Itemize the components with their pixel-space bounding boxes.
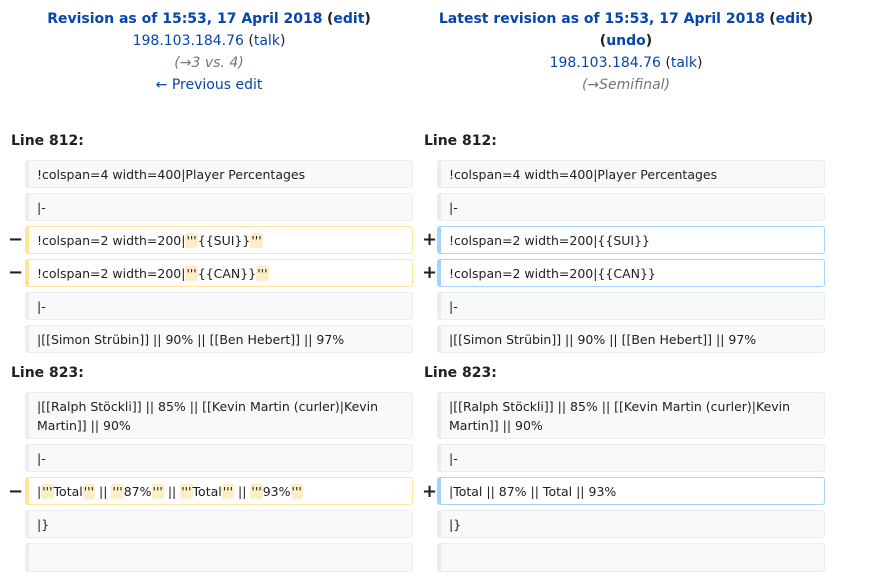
old-revision-talk-link[interactable]: talk <box>253 33 280 49</box>
deleted-line: !colspan=2 width=200|'''{{CAN}}''' <box>25 259 413 287</box>
previous-edit-link[interactable]: ← Previous edit <box>155 77 263 93</box>
new-revision-title-link[interactable]: Latest revision as of 15:53, 17 April 20… <box>438 11 765 27</box>
new-context-line: |} <box>437 510 825 538</box>
old-context-line: |[[Simon Strübin]] || 90% || [[Ben Heber… <box>25 325 413 353</box>
new-revision-user-link[interactable]: 198.103.184.76 <box>549 55 661 71</box>
old-context-line: |} <box>25 510 413 538</box>
new-context-line: |[[Simon Strübin]] || 90% || [[Ben Heber… <box>437 325 825 353</box>
deleted-markup-highlight: ''' <box>151 484 164 499</box>
deleted-markup-highlight: ''' <box>250 233 263 248</box>
added-line: !colspan=2 width=200|{{SUI}} <box>437 226 825 254</box>
deleted-markup-highlight: ''' <box>82 484 96 499</box>
old-context-line: |[[Ralph Stöckli]] || 85% || [[Kevin Mar… <box>25 392 413 439</box>
old-line-number: Line 812: <box>11 133 84 149</box>
old-context-line: !colspan=4 width=400|Player Percentages <box>25 160 413 188</box>
new-summary-text: Semifinal <box>599 77 665 93</box>
old-context-line: |- <box>25 292 413 320</box>
new-context-line: |- <box>437 292 825 320</box>
deleted-markup-highlight: ''' <box>111 484 124 499</box>
old-summary-arrow-link[interactable]: → <box>179 55 192 71</box>
new-context-line: !colspan=4 width=400|Player Percentages <box>437 160 825 188</box>
added-line: |Total || 87% || Total || 93% <box>437 477 825 505</box>
added-line: !colspan=2 width=200|{{CAN}} <box>437 259 825 287</box>
added-line-marker: + <box>422 481 438 502</box>
new-context-line: |- <box>437 444 825 472</box>
old-context-line: |- <box>25 444 413 472</box>
deleted-markup-highlight: ''' <box>185 266 198 281</box>
deleted-markup-highlight: ''' <box>180 484 193 499</box>
added-line-marker: + <box>422 262 438 283</box>
deleted-markup-highlight: ''' <box>250 484 263 499</box>
old-context-line: |- <box>25 193 413 221</box>
old-context-line <box>25 543 413 572</box>
old-revision-user-link[interactable]: 198.103.184.76 <box>132 33 244 49</box>
deleted-markup-highlight: ''' <box>185 233 198 248</box>
old-line-number: Line 823: <box>11 365 84 381</box>
new-line-number: Line 812: <box>424 133 497 149</box>
deleted-markup-highlight: ''' <box>41 484 54 499</box>
deleted-line: !colspan=2 width=200|'''{{SUI}}''' <box>25 226 413 254</box>
old-summary-text: 3 vs. 4 <box>191 55 239 71</box>
new-revision-talk-link[interactable]: talk <box>670 55 697 71</box>
new-revision-summary: (→Semifinal) <box>581 77 671 93</box>
deleted-line-marker: − <box>8 229 24 250</box>
new-summary-arrow-link[interactable]: → <box>587 77 600 93</box>
deleted-line-marker: − <box>8 481 24 502</box>
undo-link[interactable]: undo <box>606 33 646 49</box>
deleted-markup-highlight: ''' <box>256 266 269 281</box>
old-revision-summary: (→3 vs. 4) <box>174 55 244 71</box>
deleted-line-marker: − <box>8 262 24 283</box>
old-revision-edit-link[interactable]: edit <box>333 11 365 27</box>
deleted-markup-highlight: ''' <box>221 484 235 499</box>
old-revision-title-link[interactable]: Revision as of 15:53, 17 April 2018 <box>47 11 323 27</box>
new-context-line: |[[Ralph Stöckli]] || 85% || [[Kevin Mar… <box>437 392 825 439</box>
new-revision-edit-link[interactable]: edit <box>775 11 807 27</box>
new-context-line: |- <box>437 193 825 221</box>
old-revision-header: Revision as of 15:53, 17 April 2018 (edi… <box>9 8 409 96</box>
new-line-number: Line 823: <box>424 365 497 381</box>
new-context-line <box>437 543 825 572</box>
deleted-line: |'''Total''' || '''87%''' || '''Total'''… <box>25 477 413 505</box>
new-revision-header: Latest revision as of 15:53, 17 April 20… <box>426 8 826 96</box>
added-line-marker: + <box>422 229 438 250</box>
deleted-markup-highlight: ''' <box>290 484 303 499</box>
